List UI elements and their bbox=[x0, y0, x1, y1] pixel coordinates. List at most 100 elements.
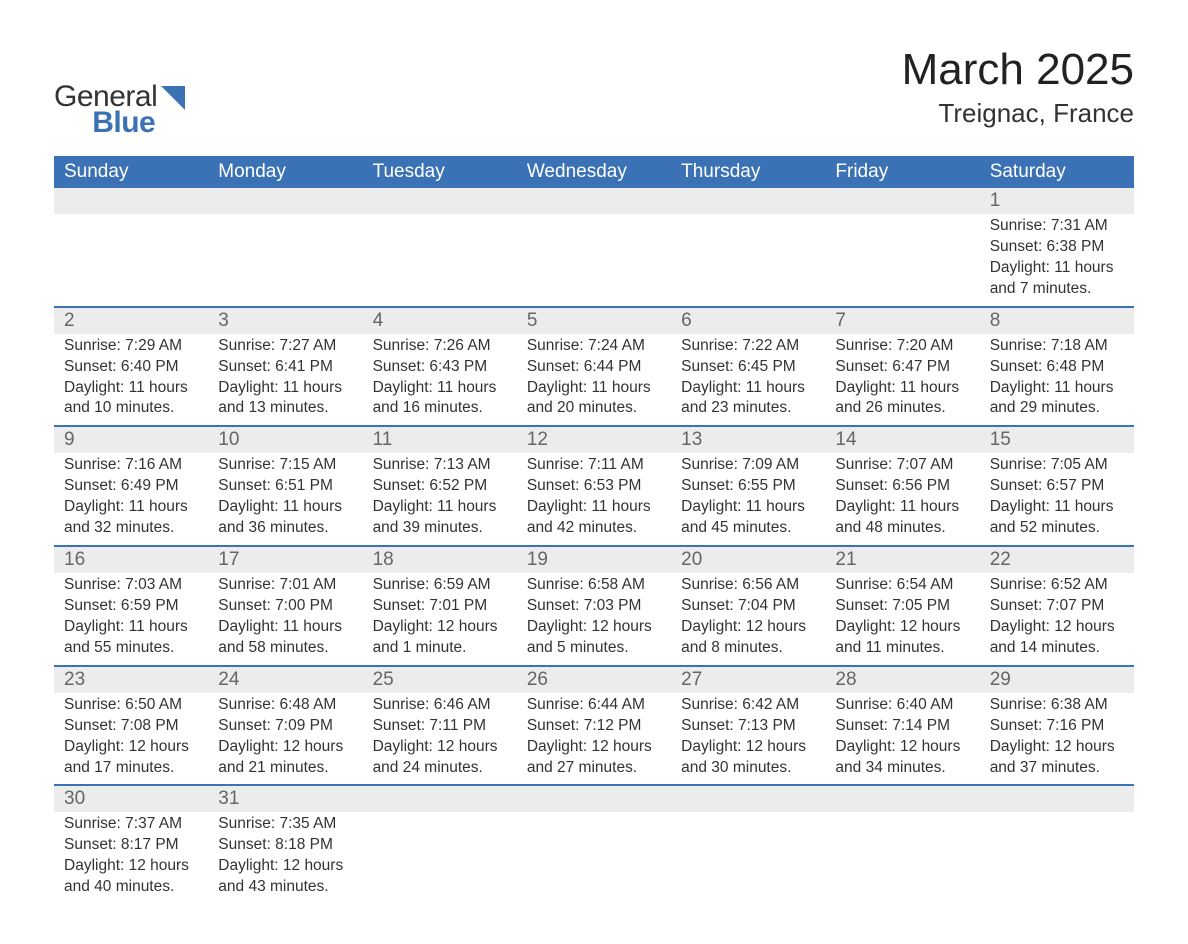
day-number-cell: 25 bbox=[363, 666, 517, 693]
week-detail-row: Sunrise: 6:50 AMSunset: 7:08 PMDaylight:… bbox=[54, 693, 1134, 786]
day-number-cell: 30 bbox=[54, 785, 208, 812]
daylight-line: Daylight: 11 hours and 45 minutes. bbox=[681, 497, 815, 539]
daylight-line: Daylight: 12 hours and 43 minutes. bbox=[218, 856, 352, 898]
day-detail-cell: Sunrise: 6:40 AMSunset: 7:14 PMDaylight:… bbox=[825, 693, 979, 786]
day-number: 14 bbox=[825, 427, 979, 453]
sunset-line: Sunset: 7:04 PM bbox=[681, 596, 815, 617]
week-detail-row: Sunrise: 7:37 AMSunset: 8:17 PMDaylight:… bbox=[54, 812, 1134, 904]
day-number: 25 bbox=[363, 667, 517, 693]
daylight-line: Daylight: 11 hours and 32 minutes. bbox=[64, 497, 198, 539]
day-number-cell: 2 bbox=[54, 307, 208, 334]
day-detail-cell: Sunrise: 7:27 AMSunset: 6:41 PMDaylight:… bbox=[208, 334, 362, 427]
day-number bbox=[671, 188, 825, 192]
day-detail-cell: Sunrise: 6:52 AMSunset: 7:07 PMDaylight:… bbox=[980, 573, 1134, 666]
day-number: 9 bbox=[54, 427, 208, 453]
daylight-line: Daylight: 11 hours and 52 minutes. bbox=[990, 497, 1124, 539]
day-number: 29 bbox=[980, 667, 1134, 693]
sunset-line: Sunset: 7:08 PM bbox=[64, 716, 198, 737]
sunrise-line: Sunrise: 7:13 AM bbox=[373, 455, 507, 476]
daylight-line: Daylight: 11 hours and 26 minutes. bbox=[835, 378, 969, 420]
sunrise-line: Sunrise: 7:29 AM bbox=[64, 336, 198, 357]
day-detail-cell: Sunrise: 6:56 AMSunset: 7:04 PMDaylight:… bbox=[671, 573, 825, 666]
day-detail-cell bbox=[363, 812, 517, 904]
day-number-cell: 19 bbox=[517, 546, 671, 573]
sunrise-line: Sunrise: 7:20 AM bbox=[835, 336, 969, 357]
sunrise-line: Sunrise: 7:16 AM bbox=[64, 455, 198, 476]
daylight-line: Daylight: 11 hours and 23 minutes. bbox=[681, 378, 815, 420]
sunrise-line: Sunrise: 7:27 AM bbox=[218, 336, 352, 357]
sunrise-line: Sunrise: 7:15 AM bbox=[218, 455, 352, 476]
sunset-line: Sunset: 8:18 PM bbox=[218, 835, 352, 856]
day-detail-cell: Sunrise: 6:48 AMSunset: 7:09 PMDaylight:… bbox=[208, 693, 362, 786]
week-daynum-row: 16171819202122 bbox=[54, 546, 1134, 573]
day-detail-cell: Sunrise: 7:03 AMSunset: 6:59 PMDaylight:… bbox=[54, 573, 208, 666]
day-detail-cell: Sunrise: 7:35 AMSunset: 8:18 PMDaylight:… bbox=[208, 812, 362, 904]
day-number-cell: 15 bbox=[980, 426, 1134, 453]
day-detail-cell: Sunrise: 7:01 AMSunset: 7:00 PMDaylight:… bbox=[208, 573, 362, 666]
day-detail-cell: Sunrise: 7:20 AMSunset: 6:47 PMDaylight:… bbox=[825, 334, 979, 427]
day-detail-cell: Sunrise: 7:09 AMSunset: 6:55 PMDaylight:… bbox=[671, 453, 825, 546]
weekday-header: Friday bbox=[825, 156, 979, 188]
week-detail-row: Sunrise: 7:29 AMSunset: 6:40 PMDaylight:… bbox=[54, 334, 1134, 427]
sunrise-line: Sunrise: 6:42 AM bbox=[681, 695, 815, 716]
day-number: 30 bbox=[54, 786, 208, 812]
day-number bbox=[825, 786, 979, 790]
weekday-header: Wednesday bbox=[517, 156, 671, 188]
day-number-cell bbox=[54, 188, 208, 214]
week-daynum-row: 23242526272829 bbox=[54, 666, 1134, 693]
calendar-table: Sunday Monday Tuesday Wednesday Thursday… bbox=[54, 156, 1134, 904]
sunset-line: Sunset: 7:00 PM bbox=[218, 596, 352, 617]
daylight-line: Daylight: 12 hours and 11 minutes. bbox=[835, 617, 969, 659]
day-detail-cell: Sunrise: 7:13 AMSunset: 6:52 PMDaylight:… bbox=[363, 453, 517, 546]
day-detail-cell: Sunrise: 7:16 AMSunset: 6:49 PMDaylight:… bbox=[54, 453, 208, 546]
week-daynum-row: 9101112131415 bbox=[54, 426, 1134, 453]
day-number: 10 bbox=[208, 427, 362, 453]
sunset-line: Sunset: 7:16 PM bbox=[990, 716, 1124, 737]
week-daynum-row: 2345678 bbox=[54, 307, 1134, 334]
daylight-line: Daylight: 12 hours and 14 minutes. bbox=[990, 617, 1124, 659]
day-number-cell: 3 bbox=[208, 307, 362, 334]
day-number-cell bbox=[363, 785, 517, 812]
day-detail-cell bbox=[517, 812, 671, 904]
day-number-cell: 4 bbox=[363, 307, 517, 334]
daylight-line: Daylight: 12 hours and 5 minutes. bbox=[527, 617, 661, 659]
day-number: 19 bbox=[517, 547, 671, 573]
sunset-line: Sunset: 6:57 PM bbox=[990, 476, 1124, 497]
day-number: 17 bbox=[208, 547, 362, 573]
title-block: March 2025 Treignac, France bbox=[902, 46, 1134, 129]
day-detail-cell: Sunrise: 7:29 AMSunset: 6:40 PMDaylight:… bbox=[54, 334, 208, 427]
day-number-cell: 16 bbox=[54, 546, 208, 573]
sunset-line: Sunset: 7:12 PM bbox=[527, 716, 661, 737]
day-detail-cell: Sunrise: 6:38 AMSunset: 7:16 PMDaylight:… bbox=[980, 693, 1134, 786]
calendar-body: 1Sunrise: 7:31 AMSunset: 6:38 PMDaylight… bbox=[54, 188, 1134, 904]
brand-logo: General Blue bbox=[54, 82, 189, 138]
day-detail-cell: Sunrise: 7:26 AMSunset: 6:43 PMDaylight:… bbox=[363, 334, 517, 427]
sunset-line: Sunset: 6:55 PM bbox=[681, 476, 815, 497]
daylight-line: Daylight: 12 hours and 30 minutes. bbox=[681, 737, 815, 779]
sunrise-line: Sunrise: 7:01 AM bbox=[218, 575, 352, 596]
day-detail-cell: Sunrise: 6:46 AMSunset: 7:11 PMDaylight:… bbox=[363, 693, 517, 786]
sunrise-line: Sunrise: 6:40 AM bbox=[835, 695, 969, 716]
day-number bbox=[517, 188, 671, 192]
weekday-header: Sunday bbox=[54, 156, 208, 188]
day-detail-cell bbox=[54, 214, 208, 307]
sunrise-line: Sunrise: 6:56 AM bbox=[681, 575, 815, 596]
weekday-header: Saturday bbox=[980, 156, 1134, 188]
sunrise-line: Sunrise: 7:03 AM bbox=[64, 575, 198, 596]
day-detail-cell: Sunrise: 6:59 AMSunset: 7:01 PMDaylight:… bbox=[363, 573, 517, 666]
header: General Blue March 2025 Treignac, France bbox=[54, 46, 1134, 138]
daylight-line: Daylight: 11 hours and 20 minutes. bbox=[527, 378, 661, 420]
daylight-line: Daylight: 11 hours and 48 minutes. bbox=[835, 497, 969, 539]
sunset-line: Sunset: 7:13 PM bbox=[681, 716, 815, 737]
day-number-cell: 22 bbox=[980, 546, 1134, 573]
sunset-line: Sunset: 8:17 PM bbox=[64, 835, 198, 856]
day-number-cell: 28 bbox=[825, 666, 979, 693]
day-detail-cell: Sunrise: 7:15 AMSunset: 6:51 PMDaylight:… bbox=[208, 453, 362, 546]
sunrise-line: Sunrise: 7:07 AM bbox=[835, 455, 969, 476]
daylight-line: Daylight: 12 hours and 21 minutes. bbox=[218, 737, 352, 779]
sunset-line: Sunset: 6:44 PM bbox=[527, 357, 661, 378]
day-detail-cell bbox=[825, 214, 979, 307]
day-detail-cell bbox=[671, 214, 825, 307]
day-number: 5 bbox=[517, 308, 671, 334]
day-number-cell bbox=[208, 188, 362, 214]
